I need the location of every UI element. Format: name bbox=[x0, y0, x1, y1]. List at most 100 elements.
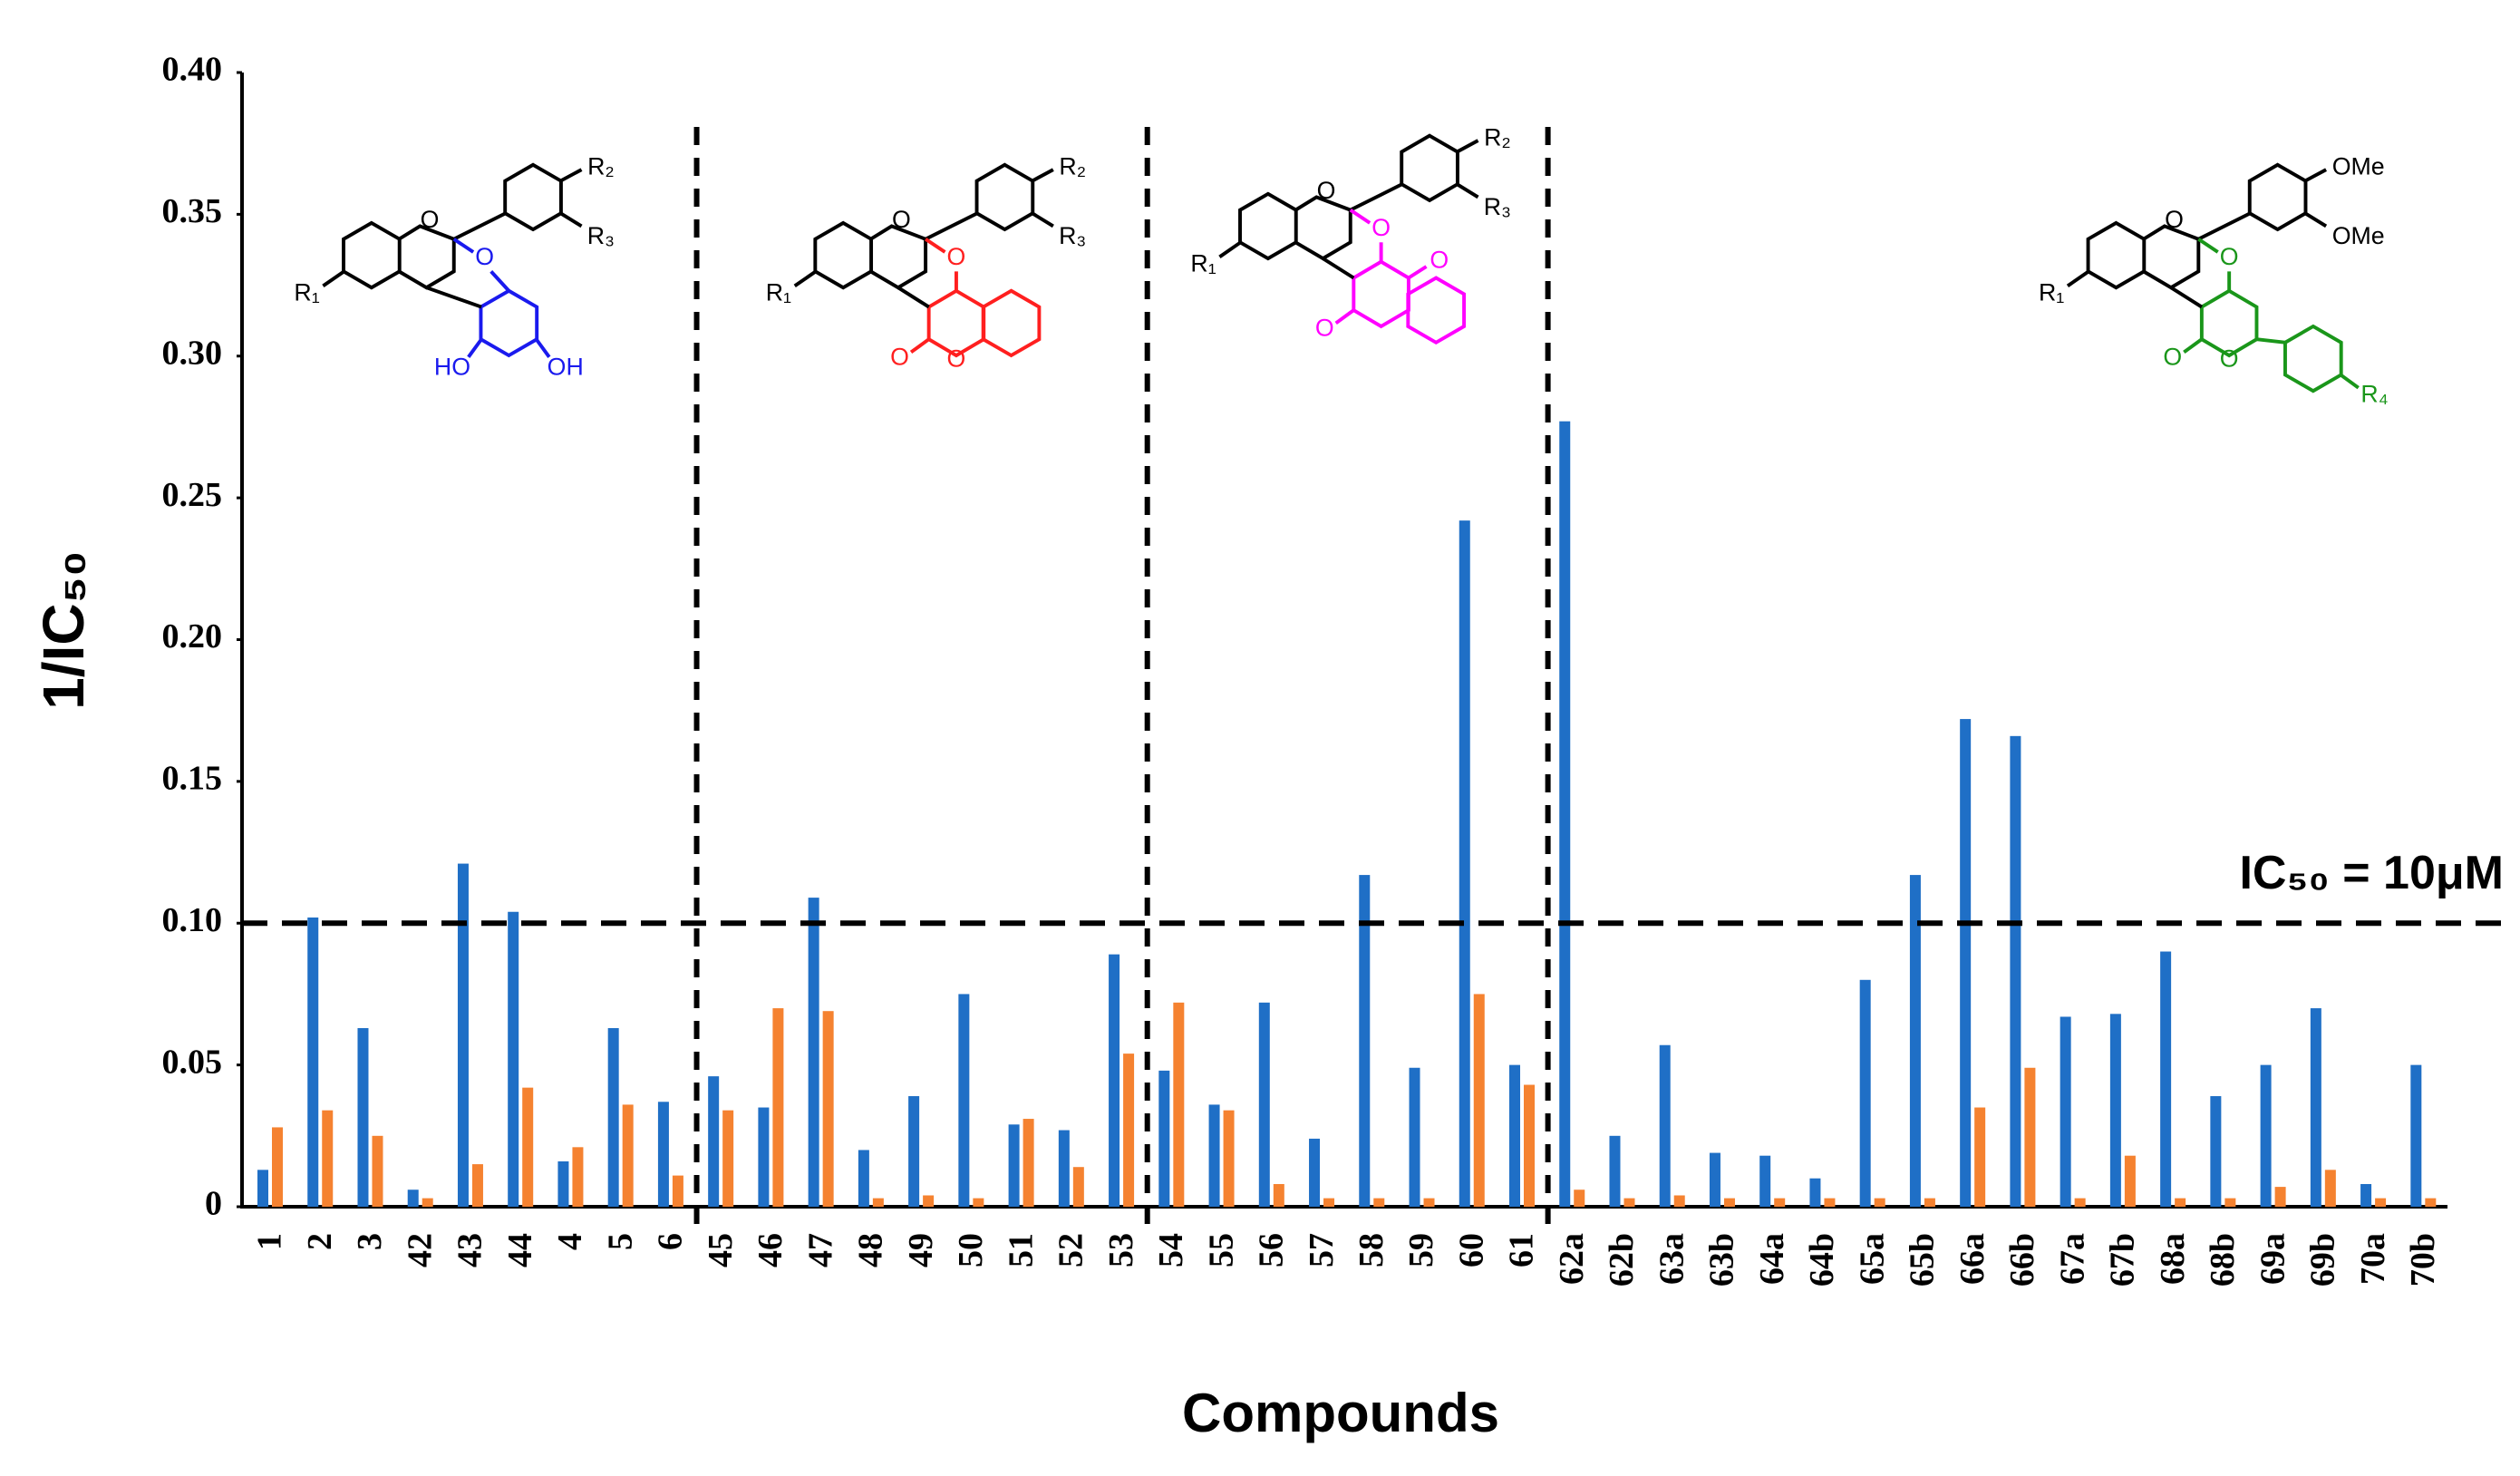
bond bbox=[2086, 220, 2147, 290]
bond bbox=[1406, 276, 1467, 345]
x-tick-label: 44 bbox=[501, 1233, 539, 1267]
bond bbox=[925, 211, 978, 241]
bar bbox=[508, 911, 519, 1207]
x-tick-label: 63b bbox=[1703, 1233, 1741, 1287]
bar bbox=[1072, 1167, 1084, 1207]
bar bbox=[2109, 1014, 2121, 1207]
bar bbox=[1809, 1178, 1821, 1207]
bar bbox=[1974, 1107, 1986, 1207]
x-tick-label: 58 bbox=[1352, 1233, 1391, 1267]
x-tick-label: 56 bbox=[1253, 1233, 1291, 1267]
bar bbox=[1774, 1198, 1786, 1207]
bar bbox=[2060, 1016, 2071, 1207]
x-tick-label: 68a bbox=[2154, 1233, 2192, 1285]
x-tick-label: 49 bbox=[902, 1233, 940, 1267]
bond bbox=[322, 269, 345, 288]
bar bbox=[1123, 1054, 1135, 1207]
bar bbox=[1173, 1002, 1185, 1207]
bar bbox=[657, 1102, 669, 1207]
y-tick-label: 0.15 bbox=[162, 760, 223, 798]
atom-label: O bbox=[1315, 315, 1334, 342]
bond bbox=[1334, 308, 1355, 325]
bar bbox=[1373, 1198, 1385, 1207]
bar bbox=[908, 1096, 920, 1207]
atom-label: O bbox=[2165, 206, 2184, 233]
bond bbox=[2247, 162, 2308, 232]
bond bbox=[559, 211, 583, 228]
bond bbox=[2303, 168, 2328, 183]
x-tick-label: 64a bbox=[1753, 1233, 1791, 1285]
bond bbox=[2283, 324, 2343, 393]
y-tick-label: 0 bbox=[205, 1185, 222, 1223]
x-tick-label: 66a bbox=[1953, 1233, 1992, 1285]
x-tick-label: 50 bbox=[952, 1233, 990, 1267]
x-tick-label: 69b bbox=[2304, 1233, 2342, 1287]
atom-label: O bbox=[947, 243, 966, 270]
bond bbox=[793, 269, 818, 288]
x-tick-label: 70b bbox=[2404, 1233, 2442, 1287]
bond bbox=[924, 238, 946, 254]
y-axis-title: 1/IC₅₀ bbox=[31, 550, 96, 710]
bar bbox=[872, 1198, 884, 1207]
x-tick-label: 4 bbox=[551, 1233, 589, 1250]
bond bbox=[1400, 133, 1459, 203]
bond bbox=[1031, 168, 1054, 183]
bar bbox=[772, 1008, 784, 1207]
atom-label: OH bbox=[548, 353, 584, 380]
x-tick-label: 47 bbox=[801, 1233, 839, 1267]
bar bbox=[2425, 1198, 2437, 1207]
bond bbox=[1407, 265, 1428, 280]
x-tick-label: 67b bbox=[2104, 1233, 2142, 1287]
bar bbox=[2260, 1064, 2272, 1207]
bar bbox=[2124, 1155, 2136, 1207]
bond bbox=[1218, 240, 1242, 258]
bar bbox=[2310, 1008, 2321, 1207]
bar bbox=[758, 1107, 770, 1207]
bond bbox=[1349, 182, 1403, 212]
x-tick-label: 46 bbox=[751, 1233, 790, 1267]
bar bbox=[1473, 994, 1485, 1207]
bond bbox=[503, 162, 563, 232]
bond bbox=[1238, 191, 1298, 261]
structure: O R₁ OMe OMe O O O R₄ bbox=[2039, 152, 2389, 407]
x-tick-label: 66b bbox=[2003, 1233, 2041, 1287]
atom-label: O bbox=[890, 344, 909, 371]
x-tick-label: 67a bbox=[2053, 1233, 2091, 1285]
bar bbox=[2010, 735, 2021, 1207]
bar bbox=[1208, 1104, 1220, 1207]
atom-label: O bbox=[892, 206, 911, 233]
bar bbox=[1273, 1183, 1284, 1207]
x-tick-label: 5 bbox=[601, 1233, 639, 1250]
atom-label: R₄ bbox=[2360, 381, 2388, 408]
atom-label: OMe bbox=[2332, 152, 2385, 180]
bond bbox=[2169, 286, 2203, 309]
bar bbox=[2175, 1198, 2186, 1207]
x-tick-label: 1 bbox=[251, 1233, 289, 1250]
bar bbox=[1859, 979, 1871, 1207]
structure: O R₁ R₂ R₃ O O O bbox=[766, 152, 1087, 372]
bar bbox=[1109, 954, 1120, 1207]
x-tick-label: 69a bbox=[2253, 1233, 2292, 1285]
bond bbox=[1456, 182, 1479, 199]
bond bbox=[425, 286, 482, 309]
bar bbox=[407, 1190, 419, 1207]
bar bbox=[2210, 1096, 2222, 1207]
x-tick-label: 52 bbox=[1052, 1233, 1090, 1267]
bar bbox=[1524, 1084, 1535, 1207]
bar bbox=[2375, 1198, 2387, 1207]
atom-label: O bbox=[475, 243, 494, 270]
bar bbox=[557, 1160, 569, 1207]
atom-label: R₁ bbox=[2039, 278, 2064, 306]
bond bbox=[974, 162, 1035, 232]
x-tick-label: 3 bbox=[351, 1233, 389, 1250]
y-tick-label: 0.30 bbox=[162, 334, 223, 372]
x-tick-label: 54 bbox=[1152, 1233, 1190, 1267]
x-tick-label: 68b bbox=[2204, 1233, 2242, 1287]
bar bbox=[2024, 1067, 2036, 1207]
x-tick-label: 53 bbox=[1102, 1233, 1140, 1267]
bond bbox=[2066, 269, 2090, 288]
bond bbox=[1349, 209, 1371, 225]
x-tick-label: 63a bbox=[1653, 1233, 1691, 1285]
y-tick-label: 0.10 bbox=[162, 901, 223, 939]
